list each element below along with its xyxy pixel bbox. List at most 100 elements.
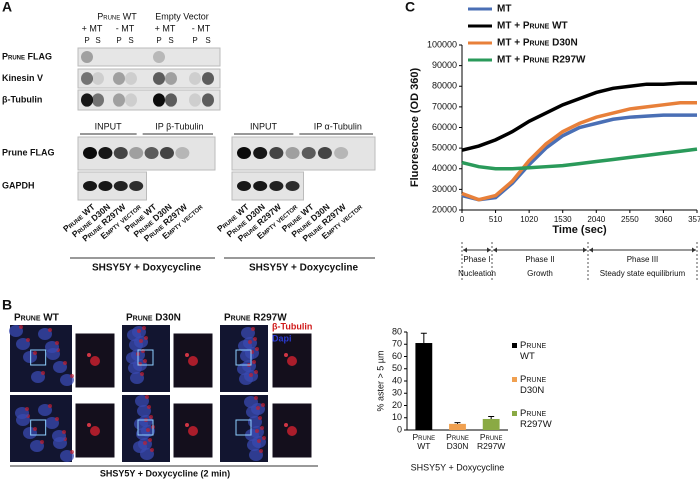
tubulin-signal xyxy=(55,417,59,421)
tubulin-signal xyxy=(25,407,29,411)
x-tick-label: Prune WT xyxy=(412,432,436,451)
x-tick-label: 2040 xyxy=(587,215,605,224)
tubulin-signal xyxy=(144,336,148,340)
group-label: Empty Vector xyxy=(155,11,209,21)
blot-band xyxy=(98,147,113,159)
y-axis-label: Fluorescence (OD 360) xyxy=(409,68,421,188)
panel-label: C xyxy=(405,0,415,15)
panel-label: B xyxy=(2,297,12,313)
tubulin-signal xyxy=(258,416,262,420)
zoom-panel xyxy=(172,332,214,389)
blot-band xyxy=(83,147,97,159)
y-tick-label: 60000 xyxy=(432,122,457,132)
tubulin-signal xyxy=(145,395,149,399)
blot-band xyxy=(202,72,214,85)
x-tick-label: 0 xyxy=(460,215,465,224)
tubulin-signal xyxy=(262,436,266,440)
stain-label: Dapi xyxy=(272,333,292,343)
blot-band xyxy=(153,51,165,63)
tubulin-signal xyxy=(150,448,154,452)
y-tick-label: 70000 xyxy=(432,101,457,111)
blot-row-label: β-Tubulin xyxy=(2,94,42,104)
y-tick-label: 80 xyxy=(392,326,402,336)
tubulin-signal xyxy=(137,329,141,333)
x-tick-label: 1020 xyxy=(520,215,538,224)
x-tick-label: 1530 xyxy=(554,215,572,224)
tubulin-signal xyxy=(63,361,67,365)
tubulin-signal xyxy=(259,449,263,453)
zoom-signal xyxy=(185,423,189,427)
blot-header: INPUT xyxy=(250,121,278,131)
y-tick-label: 0 xyxy=(397,424,402,434)
tubulin-signal xyxy=(256,406,260,410)
blot-strip xyxy=(77,47,221,67)
blot-strip xyxy=(77,68,221,89)
roi-box xyxy=(235,419,252,436)
tubulin-signal xyxy=(41,371,45,375)
fraction-label: S xyxy=(168,36,173,45)
tubulin-signal xyxy=(143,359,147,363)
zoom-signal xyxy=(87,423,91,427)
phase-name: Phase II xyxy=(525,255,554,264)
blot-band xyxy=(129,147,144,159)
legend-label: MT xyxy=(497,4,511,15)
legend-swatch xyxy=(512,343,517,348)
tubulin-signal xyxy=(251,327,255,331)
phase-description: Steady state equilibrium xyxy=(600,269,686,278)
blot-band xyxy=(113,181,128,191)
y-tick-label: 50 xyxy=(392,363,402,373)
zoom-signal xyxy=(188,426,198,436)
fraction-label: P xyxy=(156,36,161,45)
blot-band xyxy=(269,147,284,159)
blot-band xyxy=(237,181,251,191)
tubulin-signal xyxy=(55,341,59,345)
fraction-label: P xyxy=(84,36,89,45)
y-tick-label: 80000 xyxy=(432,81,457,91)
y-tick-label: 60 xyxy=(392,351,402,361)
series-line xyxy=(461,101,697,202)
blot-band xyxy=(81,51,93,63)
blot-band xyxy=(92,93,104,107)
fraction-label: S xyxy=(128,36,133,45)
blot-band xyxy=(253,147,268,159)
blot-band xyxy=(269,181,284,191)
series-line xyxy=(461,147,698,171)
blot-band xyxy=(113,72,125,85)
blot-band xyxy=(159,147,174,159)
roi-box xyxy=(235,349,252,366)
tubulin-signal xyxy=(255,347,259,351)
tubulin-signal xyxy=(261,403,265,407)
image-label: Prune R297W xyxy=(224,313,287,324)
zoom-signal xyxy=(284,353,288,357)
tubulin-signal xyxy=(253,337,257,341)
blot-row-label: Prune FLAG xyxy=(2,51,52,61)
blot-band xyxy=(189,93,201,107)
y-tick-label: 10 xyxy=(392,412,402,422)
blot-band xyxy=(334,147,349,159)
image-label: Prune D30N xyxy=(126,313,181,324)
roi-box xyxy=(30,419,47,436)
blot-band xyxy=(253,181,268,191)
blot-band xyxy=(83,181,97,191)
blot-band xyxy=(165,72,177,85)
y-tick-label: 20 xyxy=(392,400,402,410)
tubulin-signal xyxy=(248,340,252,344)
blot-row-label: Prune FLAG xyxy=(2,147,55,157)
error-bar xyxy=(488,416,495,419)
condition-label: - MT xyxy=(116,23,135,33)
tubulin-signal xyxy=(70,374,74,378)
fraction-label: S xyxy=(205,36,210,45)
x-tick-label: 3060 xyxy=(655,215,673,224)
blot-band xyxy=(165,93,177,107)
tubulin-signal xyxy=(33,351,37,355)
tubulin-signal xyxy=(260,426,264,430)
blot-band xyxy=(113,93,125,107)
y-tick-label: 90000 xyxy=(432,60,457,70)
fraction-label: S xyxy=(95,36,100,45)
bar xyxy=(449,423,466,430)
tubulin-signal xyxy=(149,415,153,419)
tubulin-signal xyxy=(40,440,44,444)
legend-label: MT + Prune D30N xyxy=(497,38,578,49)
